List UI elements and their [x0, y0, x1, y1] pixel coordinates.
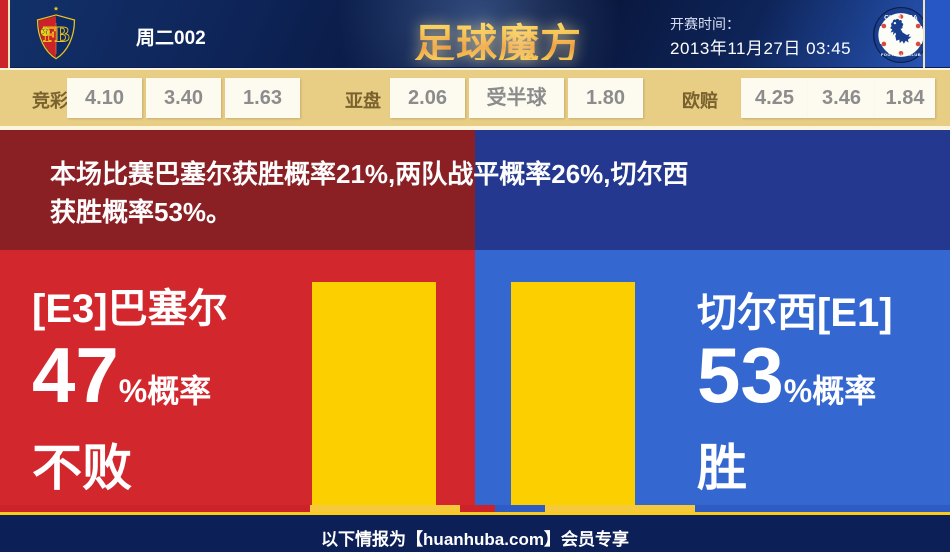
svg-text:FOOTBALL CLUB: FOOTBALL CLUB — [881, 52, 921, 57]
svg-text:B: B — [55, 21, 70, 46]
